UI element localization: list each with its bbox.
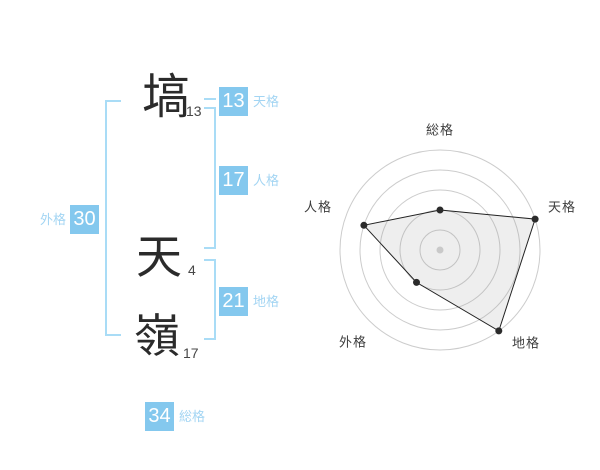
radar-plot bbox=[339, 149, 541, 351]
name-char-3: 嶺 bbox=[134, 310, 180, 362]
name-char-1: 塙 bbox=[142, 71, 191, 124]
name-char-3-strokes: 17 bbox=[183, 345, 199, 361]
radar-axis-label-jinkaku: 人格 bbox=[303, 199, 333, 215]
jinkaku-bracket bbox=[204, 107, 216, 249]
soukaku-value-badge: 34 bbox=[145, 402, 174, 431]
gaikaku-bracket bbox=[105, 100, 121, 336]
radar-axis-label-gaikaku: 外格 bbox=[338, 334, 368, 350]
name-char-1-strokes: 13 bbox=[186, 103, 202, 119]
chikaku-label: 地格 bbox=[253, 294, 280, 309]
radar-axis-label-tenkaku: 天格 bbox=[547, 199, 577, 215]
tenkaku-value-badge: 13 bbox=[219, 87, 248, 116]
soukaku-label: 総格 bbox=[179, 409, 206, 424]
radar-axis-label-chikaku: 地格 bbox=[511, 335, 541, 351]
chikaku-bracket bbox=[204, 259, 216, 340]
tenkaku-label: 天格 bbox=[253, 94, 280, 109]
jinkaku-value-badge: 17 bbox=[219, 166, 248, 195]
name-char-2-strokes: 4 bbox=[188, 262, 196, 278]
name-char-2: 天 bbox=[136, 231, 182, 283]
tenkaku-tick bbox=[204, 98, 216, 100]
radar-chart: 総格 天格 地格 外格 人格 bbox=[300, 110, 580, 390]
chikaku-value-badge: 21 bbox=[219, 287, 248, 316]
jinkaku-label: 人格 bbox=[253, 173, 280, 188]
gaikaku-value-badge: 30 bbox=[70, 205, 99, 234]
gaikaku-label: 外格 bbox=[40, 212, 67, 227]
radar-axis-label-soukaku: 総格 bbox=[425, 122, 455, 138]
